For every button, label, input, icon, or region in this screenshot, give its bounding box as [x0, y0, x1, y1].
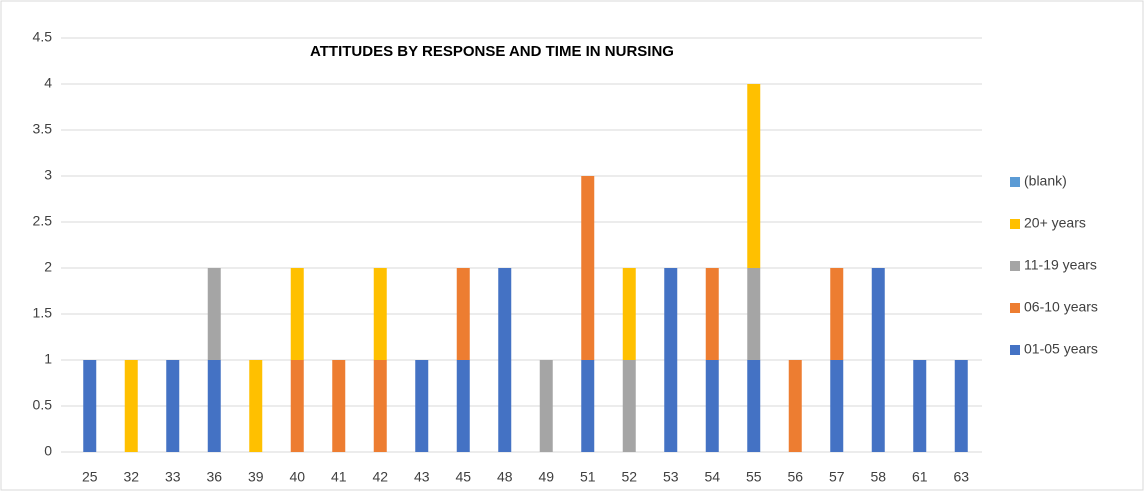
x-tick-label: 42: [372, 469, 388, 485]
bar-segment: [290, 268, 304, 360]
x-tick-label: 41: [331, 469, 347, 485]
legend-swatch: [1010, 345, 1020, 355]
bar-segment: [373, 268, 387, 360]
x-tick-label: 61: [912, 469, 928, 485]
bar-segment: [747, 268, 761, 360]
legend-label: 01-05 years: [1024, 341, 1098, 357]
x-tick-label: 33: [165, 469, 181, 485]
bar-segment: [705, 360, 719, 452]
bar-segment: [747, 84, 761, 268]
x-tick-label: 52: [621, 469, 637, 485]
x-tick-label: 53: [663, 469, 679, 485]
bar-segment: [290, 360, 304, 452]
bar-segment: [498, 268, 512, 452]
bar-segment: [747, 360, 761, 452]
y-tick-label: 0: [44, 443, 52, 459]
bar-segment: [581, 176, 595, 360]
legend-label: 06-10 years: [1024, 299, 1098, 315]
legend-label: (blank): [1024, 173, 1067, 189]
x-tick-label: 40: [289, 469, 305, 485]
x-tick-label: 57: [829, 469, 845, 485]
x-tick-label: 48: [497, 469, 513, 485]
bar-segment: [954, 360, 968, 452]
bar-segment: [664, 268, 678, 452]
legend-label: 11-19 years: [1024, 257, 1097, 273]
y-tick-label: 4: [44, 75, 52, 91]
bar-segment: [830, 360, 844, 452]
x-tick-label: 63: [953, 469, 969, 485]
legend-swatch: [1010, 177, 1020, 187]
legend-swatch: [1010, 303, 1020, 313]
bar-segment: [332, 360, 346, 452]
y-tick-label: 1: [44, 351, 52, 367]
x-tick-label: 54: [704, 469, 720, 485]
x-tick-label: 43: [414, 469, 430, 485]
x-tick-label: 49: [538, 469, 554, 485]
x-tick-label: 39: [248, 469, 264, 485]
bar-segment: [373, 360, 387, 452]
bar-segment: [415, 360, 429, 452]
x-tick-label: 25: [82, 469, 98, 485]
bar-segment: [913, 360, 927, 452]
y-tick-label: 4.5: [33, 29, 53, 45]
bar-segment: [456, 268, 470, 360]
y-tick-label: 3.5: [33, 121, 53, 137]
legend-swatch: [1010, 261, 1020, 271]
legend-swatch: [1010, 219, 1020, 229]
x-tick-label: 56: [787, 469, 803, 485]
y-tick-label: 2.5: [33, 213, 53, 229]
bar-segment: [207, 360, 221, 452]
x-tick-label: 58: [870, 469, 886, 485]
bar-segment: [830, 268, 844, 360]
bar-segment: [622, 360, 636, 452]
x-tick-label: 36: [206, 469, 222, 485]
y-tick-label: 0.5: [33, 397, 53, 413]
x-tick-label: 45: [455, 469, 471, 485]
y-tick-label: 2: [44, 259, 52, 275]
bar-segment: [788, 360, 802, 452]
x-tick-label: 51: [580, 469, 596, 485]
y-tick-label: 3: [44, 167, 52, 183]
bar-segment: [705, 268, 719, 360]
bar-segment: [166, 360, 180, 452]
bar-segment: [871, 268, 885, 452]
bar-segment: [83, 360, 97, 452]
bar-segment: [581, 360, 595, 452]
bar-segment: [456, 360, 470, 452]
bar-segment: [539, 360, 553, 452]
bar-segment: [249, 360, 263, 452]
chart-title: ATTITUDES BY RESPONSE AND TIME IN NURSIN…: [310, 43, 674, 60]
bar-segment: [124, 360, 138, 452]
x-tick-label: 55: [746, 469, 762, 485]
legend-label: 20+ years: [1024, 215, 1086, 231]
y-tick-label: 1.5: [33, 305, 53, 321]
x-tick-label: 32: [123, 469, 139, 485]
bar-segment: [622, 268, 636, 360]
bar-segment: [207, 268, 221, 360]
